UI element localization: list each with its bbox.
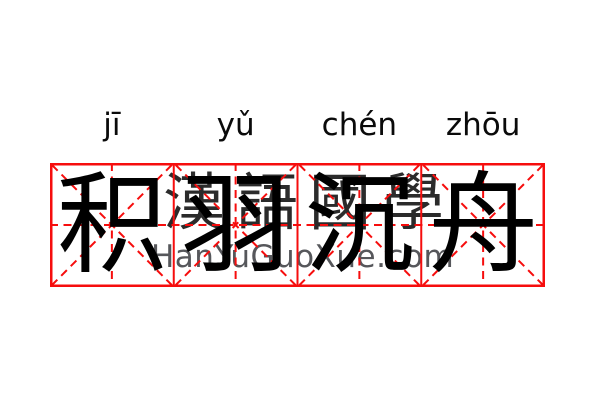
character-row: 积 羽 沉 舟 bbox=[50, 163, 545, 287]
hanzi-character: 积 bbox=[56, 161, 167, 289]
mizige-grid-lines bbox=[50, 163, 545, 287]
character-grid: 积 羽 沉 舟 bbox=[50, 163, 545, 287]
pinyin-syllable: zhōu bbox=[445, 107, 521, 143]
grid-cell: 舟 bbox=[421, 163, 545, 287]
grid-cell: 羽 bbox=[174, 163, 298, 287]
watermark-cjk-text: 漢語國學 bbox=[163, 166, 456, 239]
hanzi-character: 舟 bbox=[428, 161, 539, 289]
pinyin-syllable: yǔ bbox=[216, 107, 255, 143]
pinyin-syllable: chén bbox=[321, 107, 398, 143]
grid-cell: 积 bbox=[50, 163, 174, 287]
pinyin-syllable: jī bbox=[103, 107, 121, 143]
pinyin-row: jī yǔ chén zhōu bbox=[50, 99, 545, 151]
hanzi-character: 羽 bbox=[180, 161, 291, 289]
hanzi-character: 沉 bbox=[304, 161, 415, 289]
watermark-site-text: HanYuGuoXue.com bbox=[151, 239, 455, 275]
grid-cell: 沉 bbox=[298, 163, 422, 287]
